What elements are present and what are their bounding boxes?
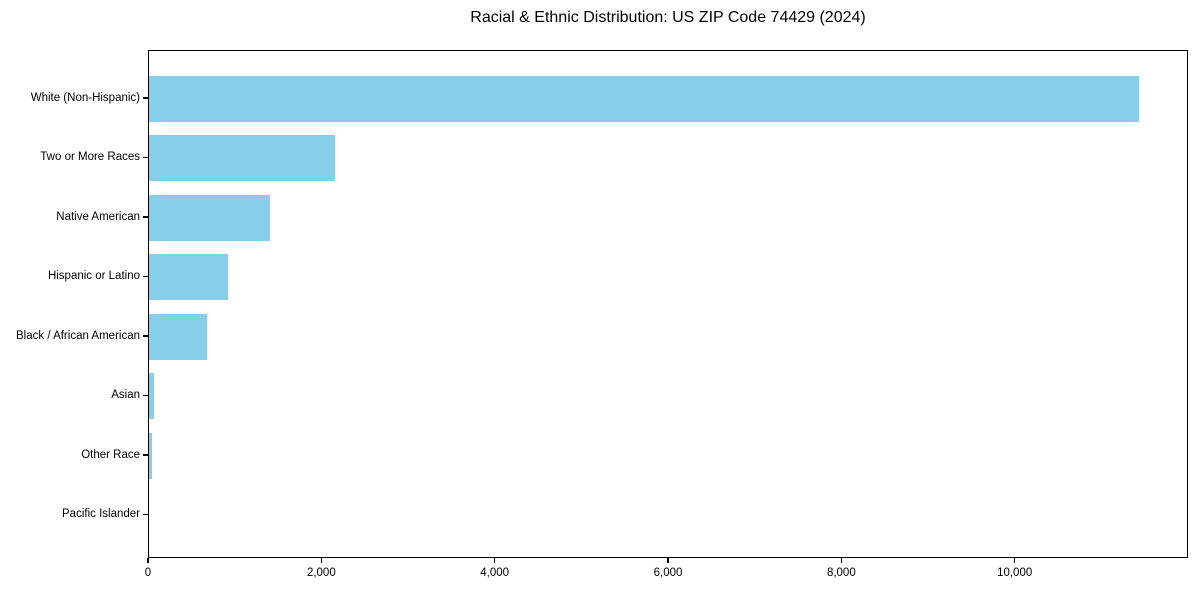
y-tick-mark [143,216,148,218]
y-tick-label: Native American [56,210,140,223]
bar-hispanic-or-latino [149,254,228,301]
y-tick-mark [143,335,148,337]
chart-title: Racial & Ethnic Distribution: US ZIP Cod… [470,9,866,26]
x-tick-mark [493,558,496,563]
x-tick-mark [1013,558,1016,563]
y-tick-mark [143,394,148,396]
x-tick-label: 0 [144,567,152,579]
bar-black-african-american [149,313,208,360]
y-tick-mark [143,97,148,99]
y-tick-label: Two or More Races [40,151,140,164]
x-tick-label: 8,000 [826,567,856,579]
y-tick-label: Other Race [81,448,140,461]
x-tick-label: 10,000 [997,567,1033,579]
bar-asian [149,373,155,420]
bar-white-non-hispanic [149,75,1139,122]
y-tick-label: Asian [111,389,140,402]
x-tick-mark [840,558,843,563]
bar-two-or-more-races [149,135,335,182]
y-tick-label: Black / African American [16,329,140,342]
x-tick-mark [667,558,669,563]
y-tick-label: White (Non-Hispanic) [30,91,140,104]
x-tick-label: 2,000 [306,567,336,579]
y-tick-mark [143,275,148,277]
y-tick-label: Pacific Islander [62,508,140,521]
bar-other-race [149,432,152,479]
x-tick-mark [147,558,149,563]
y-tick-label: Hispanic or Latino [47,270,140,283]
y-tick-mark [143,156,148,158]
x-tick-label: 4,000 [480,567,510,579]
y-tick-mark [143,454,148,456]
plot-area [148,50,1188,558]
bar-native-american [149,194,270,241]
x-tick-label: 6,000 [653,567,683,579]
x-tick-mark [320,558,323,563]
y-tick-mark [143,513,148,515]
